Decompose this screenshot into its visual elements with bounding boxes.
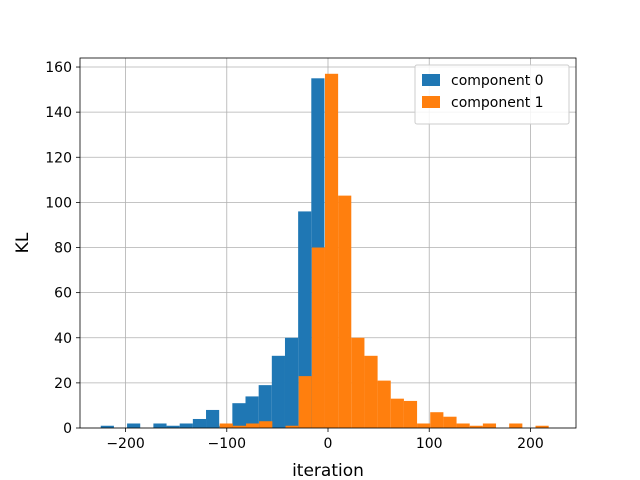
y-tick-label: 80 <box>54 241 72 257</box>
bars-layer <box>100 73 549 429</box>
ticks-layer: −200 −100 0 100 200 0 20 40 60 80 100 120 140 160 <box>45 60 544 452</box>
y-tick-label: 100 <box>45 195 72 211</box>
histogram-bar <box>298 376 312 428</box>
histogram-bar <box>535 425 549 428</box>
histogram-bar <box>285 425 299 428</box>
histogram-bar <box>192 418 207 428</box>
legend: component 0 component 1 <box>414 64 570 125</box>
y-tick-label: 140 <box>45 105 72 121</box>
histogram-bar <box>364 355 378 428</box>
y-tick-label: 20 <box>54 376 72 392</box>
histogram-bar <box>403 400 418 428</box>
legend-swatch <box>422 96 440 108</box>
legend-box <box>414 64 570 125</box>
legend-label: component 1 <box>451 95 544 111</box>
histogram-bar <box>469 425 483 428</box>
histogram-bar <box>258 385 272 428</box>
histogram-bar <box>271 355 285 428</box>
series-0-bars <box>100 78 338 429</box>
y-tick-label: 120 <box>45 150 72 166</box>
x-tick-label: 0 <box>324 436 333 452</box>
histogram-bar <box>284 337 299 428</box>
histogram-bar <box>246 423 260 428</box>
histogram-bar <box>311 247 325 428</box>
histogram-bar <box>100 425 114 428</box>
legend-swatch <box>422 74 440 86</box>
histogram-bar <box>509 423 523 428</box>
histogram-bar <box>245 396 259 428</box>
histogram-bar <box>377 380 391 428</box>
histogram-bar <box>232 425 247 428</box>
y-tick-label: 0 <box>63 421 72 437</box>
histogram-bar <box>390 398 404 428</box>
series-1-bars <box>219 73 549 428</box>
histogram-bar <box>127 423 141 428</box>
histogram-bar <box>206 409 220 428</box>
histogram-bar <box>259 421 273 428</box>
histogram-bar <box>430 412 444 428</box>
y-axis-label: KL <box>13 232 33 253</box>
x-tick-label: −100 <box>208 436 246 452</box>
legend-label: component 0 <box>451 73 544 89</box>
y-tick-label: 160 <box>45 60 72 76</box>
histogram-bar <box>338 195 352 428</box>
histogram-bar <box>232 403 246 428</box>
x-axis-label: iteration <box>292 461 364 480</box>
histogram-bar <box>166 425 180 428</box>
histogram-bar <box>456 423 470 428</box>
histogram-bar <box>324 73 339 428</box>
histogram-bar <box>417 423 431 428</box>
x-tick-label: −200 <box>106 436 144 452</box>
y-tick-label: 60 <box>54 286 72 302</box>
histogram-bar <box>443 416 457 428</box>
histogram-bar <box>351 337 365 428</box>
histogram-bar <box>153 423 167 428</box>
x-tick-label: 200 <box>517 436 544 452</box>
x-tick-label: 100 <box>416 436 443 452</box>
histogram-bar <box>298 211 312 428</box>
histogram-bar <box>179 423 193 428</box>
histogram-bar <box>482 423 497 428</box>
y-tick-label: 40 <box>54 331 72 347</box>
histogram-bar <box>219 423 233 428</box>
